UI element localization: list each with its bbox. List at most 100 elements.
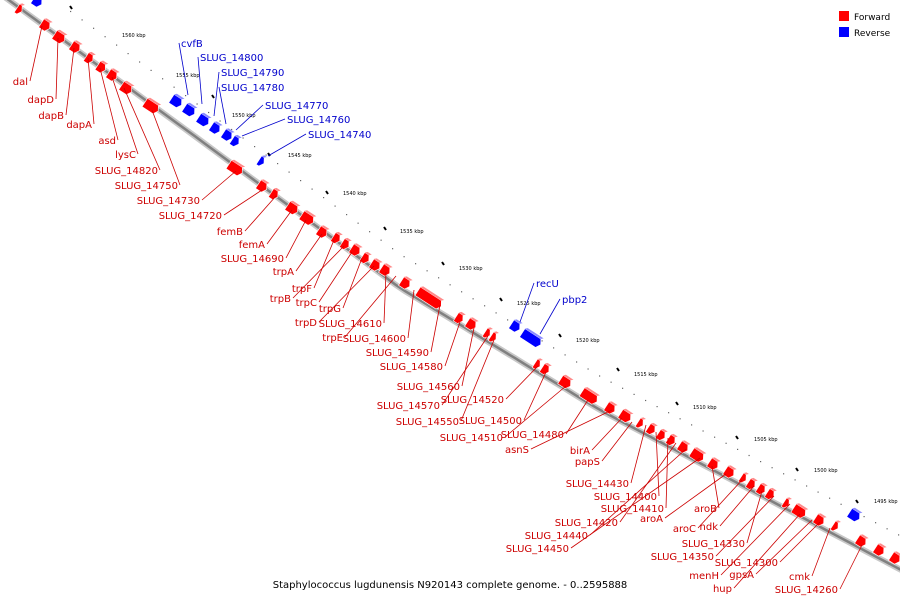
forward-gene-block-31[interactable] — [603, 400, 619, 416]
forward-label-slug-14580[interactable]: SLUG_14580 — [380, 362, 443, 373]
forward-label-slug-14730[interactable]: SLUG_14730 — [137, 196, 200, 207]
forward-gene-block-9[interactable] — [225, 159, 246, 178]
forward-gene-block-28[interactable] — [538, 362, 552, 376]
forward-label-trpc[interactable]: trpC — [296, 298, 317, 309]
reverse-label-slug-14760[interactable]: SLUG_14760 — [287, 115, 350, 126]
forward-label-slug-14610[interactable]: SLUG_14610 — [319, 319, 382, 330]
forward-label-lysc[interactable]: lysC — [115, 150, 136, 161]
forward-gene-block-41[interactable] — [737, 471, 750, 484]
forward-label-slug-14520[interactable]: SLUG_14520 — [441, 395, 504, 406]
forward-label-gpsa[interactable]: gpsA — [729, 570, 754, 581]
reverse-label-cvfb[interactable]: cvfB — [181, 39, 203, 50]
forward-label-slug-14440[interactable]: SLUG_14440 — [525, 531, 588, 542]
reverse-gene-block-7[interactable] — [255, 154, 268, 167]
forward-gene-block-48[interactable] — [829, 519, 842, 532]
forward-gene-block-38[interactable] — [688, 446, 707, 464]
reverse-label-slug-14740[interactable]: SLUG_14740 — [308, 130, 371, 141]
forward-label-slug-14430[interactable]: SLUG_14430 — [566, 479, 629, 490]
reverse-label-slug-14780[interactable]: SLUG_14780 — [221, 83, 284, 94]
forward-label-slug-14560[interactable]: SLUG_14560 — [397, 382, 460, 393]
forward-gene-block-8[interactable] — [141, 97, 162, 116]
forward-label-aroc[interactable]: aroC — [673, 524, 696, 535]
forward-label-dapd[interactable]: dapD — [27, 95, 54, 106]
forward-label-slug-14300[interactable]: SLUG_14300 — [715, 558, 778, 569]
forward-label-slug-14410[interactable]: SLUG_14410 — [601, 504, 664, 515]
forward-gene-block-47[interactable] — [812, 512, 828, 528]
forward-label-asd[interactable]: asd — [98, 136, 116, 147]
forward-label-slug-14260[interactable]: SLUG_14260 — [775, 585, 838, 596]
forward-gene-block-34[interactable] — [644, 422, 658, 436]
forward-label-femb[interactable]: femB — [217, 227, 243, 238]
forward-gene-block-33[interactable] — [634, 416, 647, 429]
forward-label-trpe[interactable]: trpE — [322, 333, 343, 344]
reverse-gene-block-1[interactable] — [168, 93, 186, 110]
reverse-label-recu[interactable]: recU — [536, 279, 559, 290]
reverse-gene-block-5[interactable] — [220, 127, 236, 143]
forward-label-aroa[interactable]: aroA — [640, 514, 663, 525]
forward-label-slug-14720[interactable]: SLUG_14720 — [159, 211, 222, 222]
forward-gene-block-29[interactable] — [557, 374, 575, 391]
reverse-gene-block-10[interactable] — [846, 507, 864, 524]
forward-label-slug-14510[interactable]: SLUG_14510 — [440, 433, 503, 444]
forward-gene-block-17[interactable] — [348, 242, 364, 258]
forward-gene-block-16[interactable] — [338, 237, 352, 251]
forward-gene-block-19[interactable] — [368, 257, 384, 273]
forward-label-ndk[interactable]: ndk — [700, 522, 719, 533]
forward-label-slug-14590[interactable]: SLUG_14590 — [366, 348, 429, 359]
forward-label-slug-14400[interactable]: SLUG_14400 — [594, 492, 657, 503]
forward-gene-block-46[interactable] — [790, 502, 809, 520]
reverse-label-slug-14790[interactable]: SLUG_14790 — [221, 68, 284, 79]
forward-label-trpf[interactable]: trpF — [292, 284, 312, 295]
reverse-gene-block-3[interactable] — [195, 112, 213, 129]
forward-label-asns[interactable]: asnS — [505, 445, 529, 456]
forward-gene-block-22[interactable] — [414, 285, 445, 310]
forward-gene-block-27[interactable] — [531, 357, 544, 370]
forward-label-menh[interactable]: menH — [689, 571, 719, 582]
forward-label-fema[interactable]: femA — [239, 240, 265, 251]
reverse-gene-block-9[interactable] — [519, 327, 545, 349]
forward-label-slug-14750[interactable]: SLUG_14750 — [115, 181, 178, 192]
forward-gene-block-7[interactable] — [118, 80, 136, 97]
forward-label-slug-14500[interactable]: SLUG_14500 — [459, 416, 522, 427]
reverse-gene-block-4[interactable] — [208, 120, 224, 136]
forward-label-bira[interactable]: birA — [570, 446, 590, 457]
forward-gene-block-45[interactable] — [780, 496, 793, 509]
forward-gene-block-10[interactable] — [255, 178, 271, 194]
forward-gene-block-15[interactable] — [329, 231, 343, 245]
forward-label-slug-14480[interactable]: SLUG_14480 — [501, 430, 564, 441]
forward-label-slug-14600[interactable]: SLUG_14600 — [343, 334, 406, 345]
reverse-gene-block-6[interactable] — [228, 134, 242, 148]
forward-gene-block-50[interactable] — [872, 542, 888, 558]
forward-gene-block-14[interactable] — [315, 224, 331, 240]
forward-label-trpa[interactable]: trpA — [273, 267, 294, 278]
forward-label-cmk[interactable]: cmk — [789, 572, 810, 583]
forward-gene-block-2[interactable] — [51, 29, 69, 46]
reverse-label-slug-14770[interactable]: SLUG_14770 — [265, 101, 328, 112]
forward-gene-block-23[interactable] — [452, 311, 466, 325]
forward-label-arob[interactable]: aroB — [694, 504, 717, 515]
forward-label-slug-14570[interactable]: SLUG_14570 — [377, 401, 440, 412]
reverse-label-slug-14800[interactable]: SLUG_14800 — [200, 53, 263, 64]
forward-label-slug-14330[interactable]: SLUG_14330 — [682, 539, 745, 550]
forward-gene-block-3[interactable] — [68, 39, 84, 55]
forward-label-slug-14420[interactable]: SLUG_14420 — [555, 518, 618, 529]
forward-gene-block-6[interactable] — [105, 67, 121, 83]
forward-gene-block-51[interactable] — [888, 550, 900, 566]
forward-gene-block-0[interactable] — [13, 2, 26, 15]
forward-gene-block-44[interactable] — [763, 487, 777, 501]
forward-label-trpd[interactable]: trpD — [295, 318, 317, 329]
forward-gene-block-40[interactable] — [722, 464, 738, 480]
forward-label-slug-14550[interactable]: SLUG_14550 — [396, 417, 459, 428]
reverse-gene-block-8[interactable] — [508, 318, 524, 334]
forward-gene-block-18[interactable] — [358, 251, 372, 265]
forward-label-trpg[interactable]: trpG — [319, 304, 341, 315]
forward-gene-block-13[interactable] — [298, 209, 317, 227]
forward-gene-block-49[interactable] — [854, 533, 870, 549]
forward-gene-block-24[interactable] — [464, 316, 480, 332]
forward-label-dapa[interactable]: dapA — [66, 120, 92, 131]
forward-label-slug-14350[interactable]: SLUG_14350 — [651, 552, 714, 563]
forward-gene-block-5[interactable] — [94, 60, 109, 75]
reverse-gene-block-0[interactable] — [30, 0, 46, 9]
forward-gene-block-21[interactable] — [398, 275, 414, 291]
forward-gene-block-39[interactable] — [706, 456, 722, 472]
